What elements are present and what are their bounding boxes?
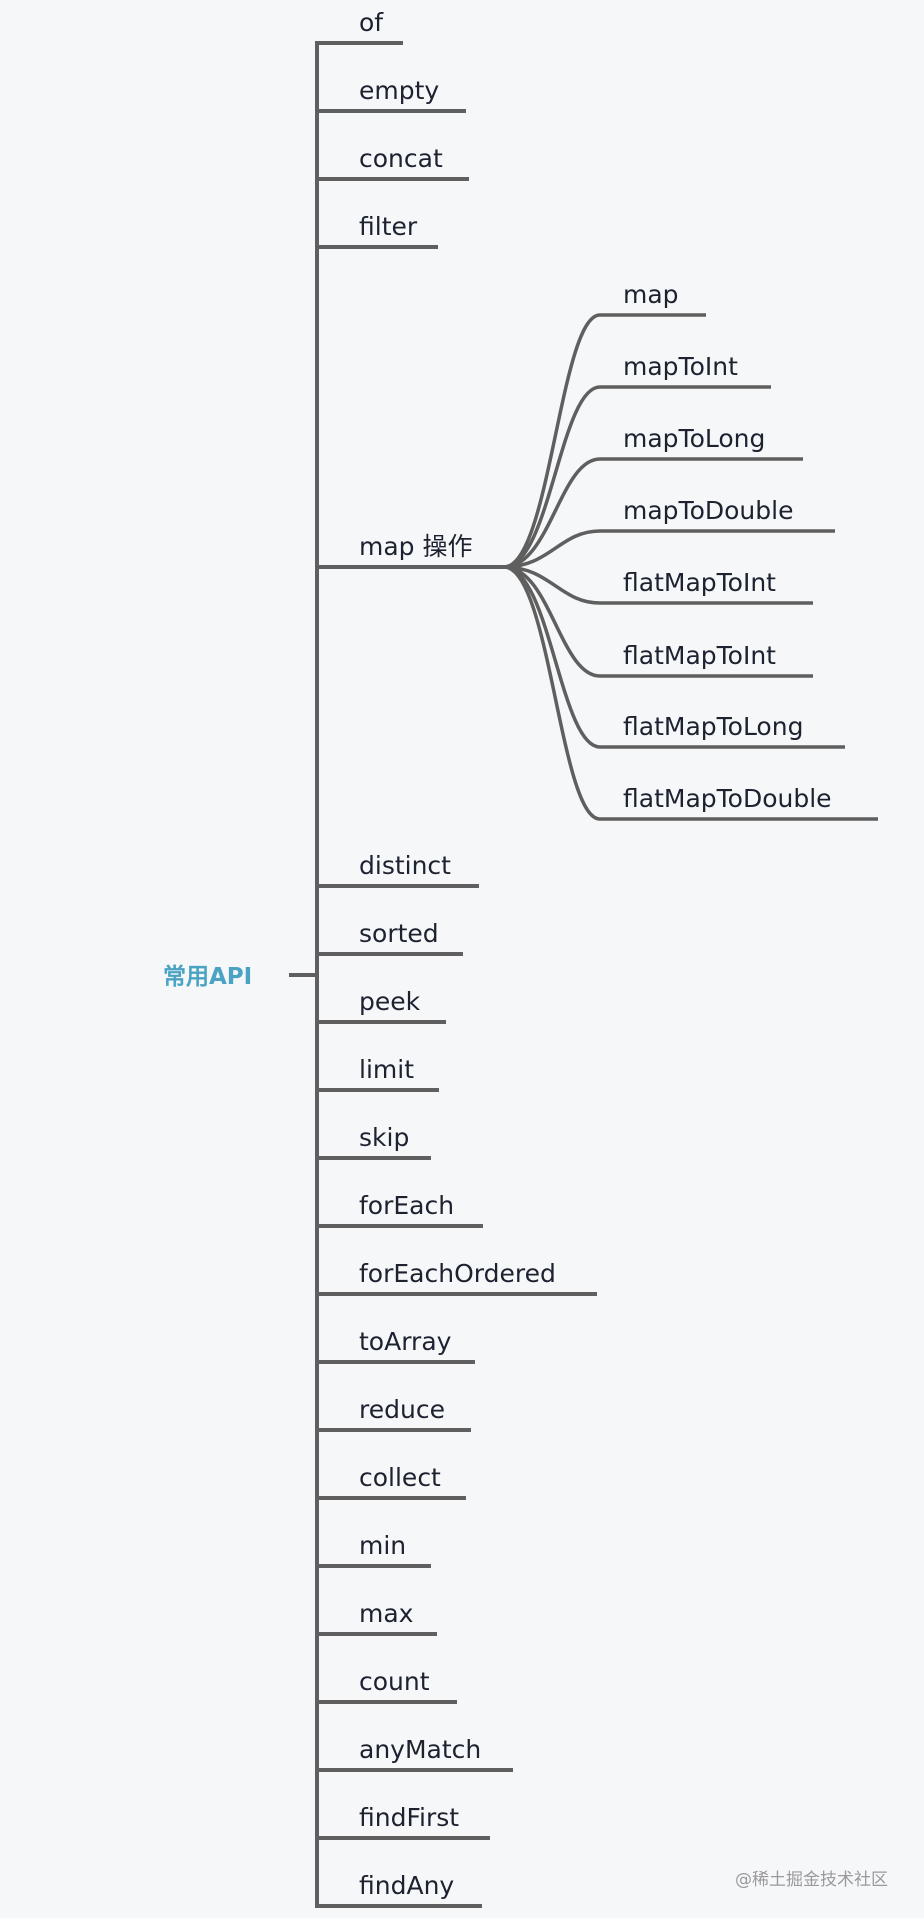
sub-branch-line <box>503 565 813 678</box>
node-label: collect <box>359 1463 441 1492</box>
sub-node-label: mapToLong <box>623 424 765 453</box>
sub-branch-line <box>503 529 835 569</box>
node-label: skip <box>359 1123 409 1152</box>
sub-node-label: mapToDouble <box>623 496 793 525</box>
sub-branch-line <box>503 565 845 749</box>
watermark: @稀土掘金技术社区 <box>735 1870 888 1890</box>
node-label: forEach <box>359 1191 454 1220</box>
sub-branch-line <box>503 457 803 569</box>
sub-node-label: flatMapToLong <box>623 712 803 741</box>
root-node: 常用API <box>163 964 252 990</box>
sub-branch-line <box>503 313 706 569</box>
node-label: findFirst <box>359 1803 459 1832</box>
node-label: distinct <box>359 851 451 880</box>
node-label: peek <box>359 987 421 1016</box>
node-label: toArray <box>359 1327 452 1356</box>
node-label: findAny <box>359 1871 454 1900</box>
node-label: min <box>359 1531 406 1560</box>
node-label: empty <box>359 76 439 105</box>
node-label: map 操作 <box>359 532 473 561</box>
sub-branch-line <box>503 565 878 821</box>
node-label: anyMatch <box>359 1735 481 1764</box>
sub-node-label: flatMapToDouble <box>623 784 832 813</box>
node-label: sorted <box>359 919 439 948</box>
sub-node-label: flatMapToInt <box>623 641 776 670</box>
node-label: concat <box>359 144 443 173</box>
node-label: filter <box>359 212 418 241</box>
node-label: limit <box>359 1055 414 1084</box>
node-label: count <box>359 1667 430 1696</box>
sub-node-label: flatMapToInt <box>623 568 776 597</box>
node-label: of <box>359 8 384 37</box>
sub-branch-line <box>503 385 771 569</box>
node-label: reduce <box>359 1395 445 1424</box>
sub-node-label: mapToInt <box>623 352 738 381</box>
node-label: max <box>359 1599 413 1628</box>
node-label: forEachOrdered <box>359 1259 556 1288</box>
sub-node-label: map <box>623 280 679 309</box>
sub-branch-line <box>503 565 813 605</box>
